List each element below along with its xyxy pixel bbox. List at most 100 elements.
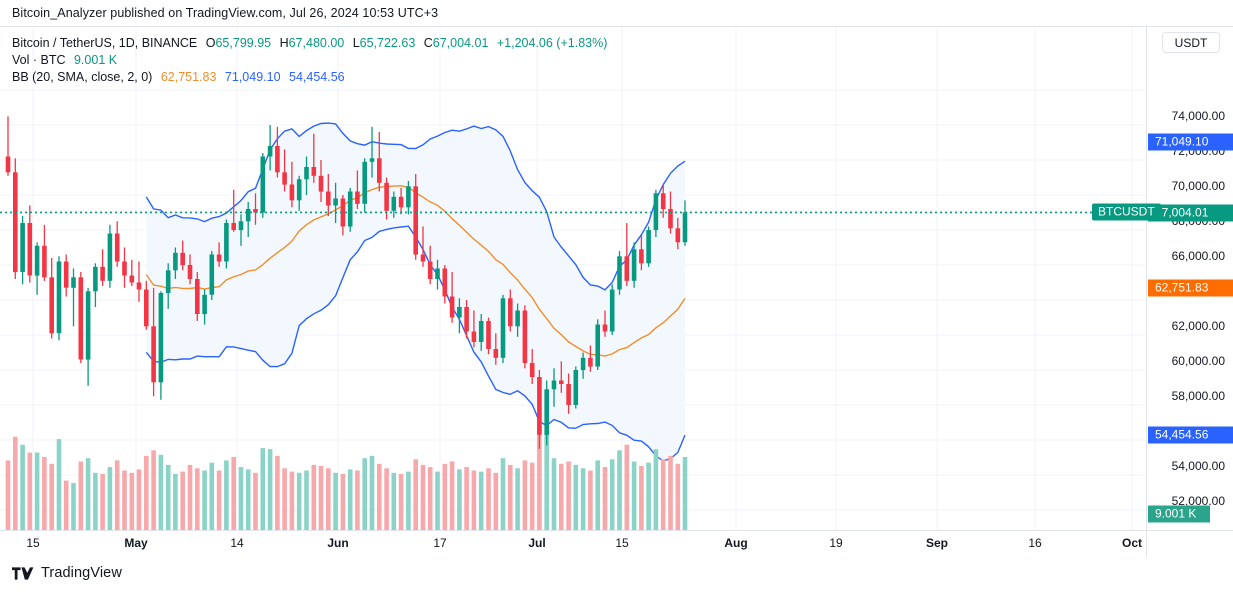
price-tick-label: 70,000.00 [1171,179,1225,193]
candle-body [318,175,324,192]
volume-bar [478,471,484,530]
volume-bar [457,469,462,530]
time-tick-label: Sep [925,536,949,550]
volume-bar [151,450,156,530]
candle-body [289,184,295,201]
volume-bar [260,448,266,530]
candle-body [27,223,33,276]
candle-body [333,198,338,206]
volume-bar [129,472,135,530]
legend-bb-lower-value: 54,454.56 [289,70,345,84]
price-badge[interactable]: 9.001 K [1148,505,1210,523]
candle-body [13,172,18,273]
volume-bar [5,460,11,530]
volume-bar [114,460,120,530]
volume-bar [500,458,506,530]
volume-bar [464,467,469,530]
volume-bar [173,473,178,530]
currency-button[interactable]: USDT [1162,32,1220,53]
candle-body [580,357,586,371]
candle-body [231,223,236,230]
volume-bar [355,470,360,530]
volume-bar [27,452,33,530]
volume-bar [85,458,91,530]
chart-frame: Bitcoin / TetherUS, 1D, BINANCE O65,799.… [0,26,1233,557]
candle-body [63,261,69,288]
candle-body [522,310,528,363]
volume-bar [369,455,375,530]
legend-close-label: C [423,36,433,50]
volume-bar [122,470,127,530]
candle-body [537,377,542,435]
volume-bar [136,469,142,530]
volume-bar [617,450,622,530]
candle-body [253,209,258,213]
time-tick-label: 15 [26,536,40,550]
candle-body [114,233,120,262]
volume-bar [682,457,688,530]
legend-symbol[interactable]: Bitcoin / TetherUS, 1D, BINANCE [12,36,198,50]
time-tick-label: 16 [1028,536,1042,550]
volume-bar [180,471,185,530]
footer-brand[interactable]: TradingView [12,565,122,581]
volume-bar [449,461,455,530]
legend-open-value: 65,799.95 [215,36,272,50]
legend-low-label: L [352,36,360,50]
candle-body [442,268,448,297]
candle-body [173,252,178,271]
candle-body [260,156,266,213]
time-tick-label: May [124,536,148,550]
candle-body [573,370,579,405]
volume-bar [202,470,207,530]
legend-volume-label[interactable]: Vol · BTC [12,53,66,67]
legend-ohlc-row: Bitcoin / TetherUS, 1D, BINANCE O65,799.… [12,35,607,52]
candle-body [34,245,40,276]
time-tick-label: Aug [724,536,748,550]
volume-bar [406,471,411,530]
candle-body [362,161,367,204]
volume-bar [660,459,666,530]
price-scale[interactable]: USDT 74,000.0072,000.0070,000.0068,000.0… [1146,27,1233,543]
price-badge[interactable]: 67,004.01 [1148,204,1233,222]
candle-body [609,289,615,332]
price-badge[interactable]: 71,049.10 [1148,133,1233,151]
price-tick-label: 62,000.00 [1171,319,1225,333]
candle-body [224,223,229,262]
candle-body [209,254,215,295]
volume-bar [165,464,171,530]
symbol-price-tag[interactable]: BTCUSDT [1092,203,1161,221]
volume-bar [508,464,513,530]
volume-bar [639,466,644,530]
volume-bar [224,460,229,530]
candle-body [406,186,411,208]
legend-bb-basis-value: 62,751.83 [160,70,217,84]
volume-bar [515,468,520,530]
volume-bar [304,470,309,530]
volume-bar [107,467,113,530]
legend-bb-row: BB (20, SMA, close, 2, 0) 62,751.83 71,0… [12,69,607,86]
time-tick-label: 17 [433,536,447,550]
volume-bar [551,458,557,530]
volume-bar [544,433,549,530]
price-tick-label: 66,000.00 [1171,249,1225,263]
candle-body [500,298,506,358]
legend-bb-label[interactable]: BB (20, SMA, close, 2, 0) [12,70,153,84]
time-scale[interactable]: 15 May 14 Jun 17 Jul 15 Aug 19 Sep 16 Oct [0,530,1233,557]
volume-bar [333,472,338,530]
candle-body [85,291,91,360]
price-chart-svg [0,27,1146,530]
candle-body [427,261,433,279]
candle-body [267,146,273,157]
candle-body [631,249,637,281]
price-tick-label: 74,000.00 [1171,109,1225,123]
candle-body [559,380,564,384]
time-tick-label: 15 [615,536,629,550]
candle-body [100,266,105,281]
price-badge[interactable]: 62,751.83 [1148,279,1233,297]
volume-bar [267,449,273,530]
volume-bar [609,459,615,530]
candle-body [216,254,222,262]
price-badge[interactable]: 54,454.56 [1148,426,1233,444]
candle-body [464,307,469,332]
chart-plot-area[interactable] [0,27,1146,530]
